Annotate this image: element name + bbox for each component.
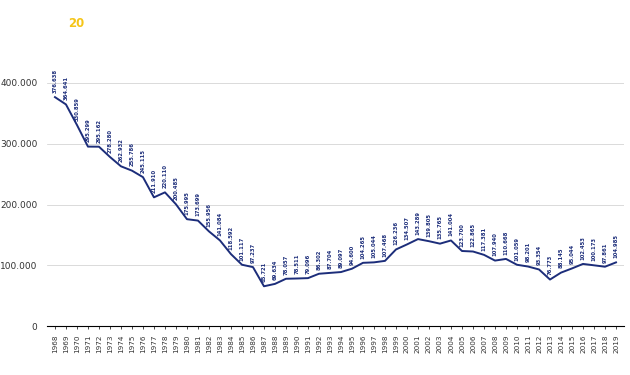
Text: 141.004: 141.004 xyxy=(449,212,454,236)
Text: 278.280: 278.280 xyxy=(108,129,113,153)
Text: 100.173: 100.173 xyxy=(592,237,597,261)
Text: 87.704: 87.704 xyxy=(328,249,333,269)
Text: 95.044: 95.044 xyxy=(570,244,575,264)
Text: 141.084: 141.084 xyxy=(217,212,222,236)
Text: 200.485: 200.485 xyxy=(173,176,178,200)
Text: 364.641: 364.641 xyxy=(64,76,69,100)
Text: 245.115: 245.115 xyxy=(140,149,146,173)
Text: GRÁFICO: GRÁFICO xyxy=(11,17,71,30)
Text: 175.995: 175.995 xyxy=(185,191,190,215)
Text: 102.453: 102.453 xyxy=(580,236,585,260)
Text: 330.859: 330.859 xyxy=(74,97,79,121)
Text: 155.956: 155.956 xyxy=(207,203,212,227)
Text: 89.097: 89.097 xyxy=(338,248,343,268)
Text: 262.932: 262.932 xyxy=(118,138,123,162)
Text: 97.237: 97.237 xyxy=(251,243,256,263)
Text: 88.145: 88.145 xyxy=(558,248,563,268)
Text: 101.059: 101.059 xyxy=(515,237,520,261)
Text: 117.381: 117.381 xyxy=(481,226,486,251)
Text: 211.910: 211.910 xyxy=(151,169,156,193)
Text: 134.507: 134.507 xyxy=(404,216,410,240)
Text: 86.302: 86.302 xyxy=(316,249,321,270)
Text: 104.265: 104.265 xyxy=(360,235,365,259)
Text: 93.354: 93.354 xyxy=(537,245,542,265)
Text: 118.592: 118.592 xyxy=(229,226,234,250)
Text: 20: 20 xyxy=(68,17,84,30)
Text: 122.865: 122.865 xyxy=(471,223,476,248)
Text: 94.600: 94.600 xyxy=(350,244,355,264)
Text: 143.289: 143.289 xyxy=(415,211,420,235)
Text: 295.162: 295.162 xyxy=(96,118,101,142)
Text: 97.861: 97.861 xyxy=(602,242,607,262)
Text: 107.940: 107.940 xyxy=(493,232,498,256)
Text: 78.511: 78.511 xyxy=(294,254,299,274)
Text: 104.985: 104.985 xyxy=(614,234,619,258)
Text: 126.236: 126.236 xyxy=(394,221,399,245)
Text: 220.110: 220.110 xyxy=(163,164,168,188)
Text: 79.096: 79.096 xyxy=(306,254,311,274)
Text: EVOLUCIÓN DEL NÚMERO DE ESPECTADORES. 1968-2019: EVOLUCIÓN DEL NÚMERO DE ESPECTADORES. 19… xyxy=(110,18,464,28)
Text: 78.057: 78.057 xyxy=(284,254,289,274)
Text: II: II xyxy=(91,17,100,30)
Text: 255.786: 255.786 xyxy=(129,142,134,166)
Text: 101.117: 101.117 xyxy=(239,236,244,261)
Text: 107.468: 107.468 xyxy=(382,232,387,257)
Text: 76.773: 76.773 xyxy=(547,255,553,275)
Text: 69.634: 69.634 xyxy=(272,260,277,280)
Text: 105.044: 105.044 xyxy=(372,234,377,258)
Text: 139.805: 139.805 xyxy=(427,213,432,237)
Text: 110.668: 110.668 xyxy=(503,230,508,255)
Text: 295.299: 295.299 xyxy=(86,119,91,142)
Text: 65.721: 65.721 xyxy=(261,262,266,282)
Text: 173.699: 173.699 xyxy=(195,192,200,216)
Text: 123.700: 123.700 xyxy=(459,223,464,247)
Text: 135.765: 135.765 xyxy=(437,216,442,240)
Text: 376.638: 376.638 xyxy=(52,69,57,93)
Text: 98.201: 98.201 xyxy=(525,242,530,262)
